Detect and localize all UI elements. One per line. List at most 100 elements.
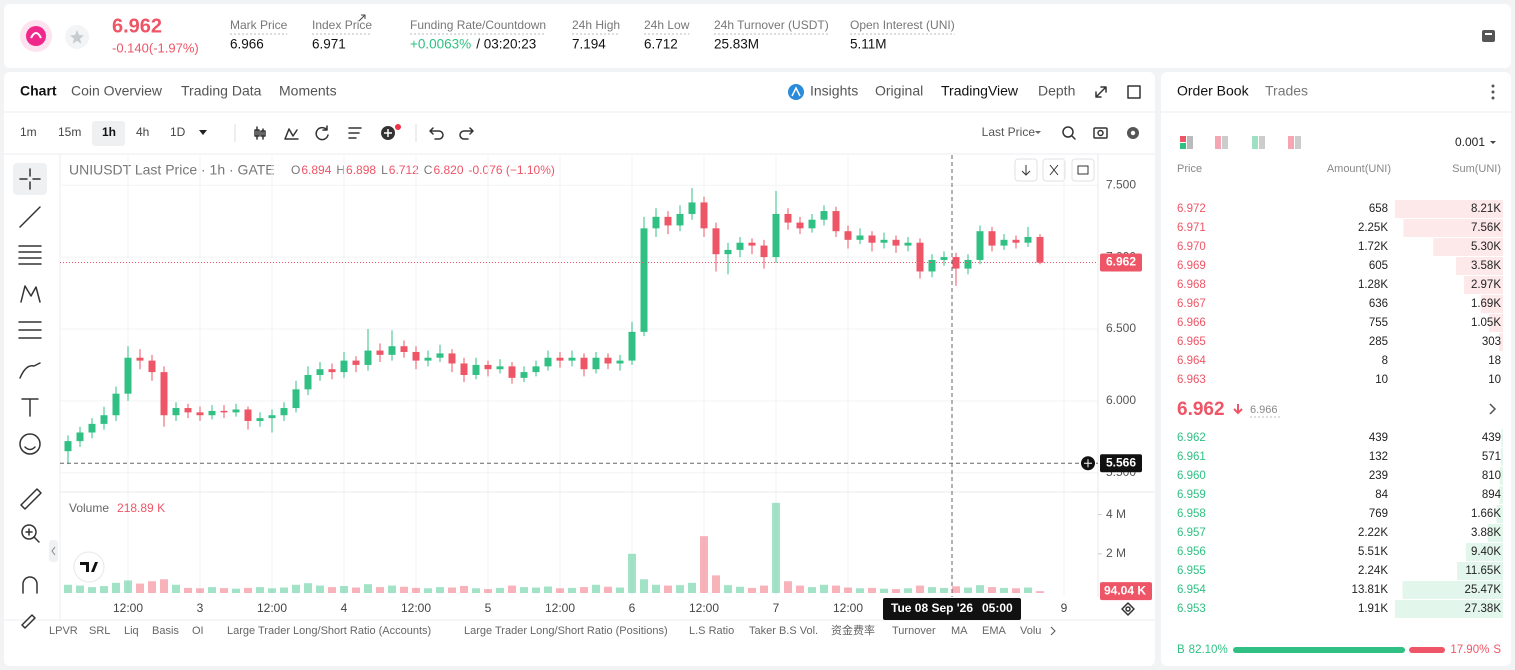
volume-bar xyxy=(904,588,912,593)
interval[interactable]: 4h xyxy=(136,125,149,139)
candle-body xyxy=(148,360,156,373)
coin-logo xyxy=(20,20,52,52)
add-indicator-button[interactable] xyxy=(381,124,401,140)
indicator[interactable]: SRL xyxy=(89,625,110,637)
notes-button[interactable] xyxy=(1482,30,1495,42)
collapse-toggle[interactable] xyxy=(49,540,58,562)
indicator[interactable]: L.S Ratio xyxy=(689,625,734,637)
reset-button[interactable] xyxy=(1121,602,1135,616)
price-source[interactable]: Last Price xyxy=(982,125,1036,139)
interval[interactable]: 1D xyxy=(170,125,186,139)
view-tab[interactable]: Depth xyxy=(1038,83,1075,99)
indicator-button[interactable] xyxy=(284,128,299,140)
view-tab[interactable]: Original xyxy=(875,83,923,99)
undo-button[interactable] xyxy=(429,127,444,140)
candle-type-button[interactable] xyxy=(254,126,266,140)
ob-layout-icons[interactable] xyxy=(1180,136,1301,149)
last-price-box xyxy=(1100,253,1142,272)
stat-label: 24h Turnover (USDT) xyxy=(714,18,829,32)
x-tick-label: 12:00 xyxy=(545,601,575,615)
volume-bar xyxy=(592,584,600,593)
ob-tab[interactable]: Order Book xyxy=(1177,83,1250,99)
indicator[interactable]: Large Trader Long/Short Ratio (Accounts) xyxy=(227,625,431,637)
pattern-tool[interactable] xyxy=(20,285,41,303)
indicator[interactable]: Turnover xyxy=(892,625,936,637)
trendline-tool[interactable] xyxy=(19,206,41,228)
crosshair-add-icon xyxy=(1084,459,1092,468)
ob-price: 6.961 xyxy=(1177,451,1206,463)
text-tool[interactable] xyxy=(21,398,39,417)
interval[interactable]: 15m xyxy=(58,125,81,139)
tab[interactable]: Moments xyxy=(279,83,337,99)
fib-tool[interactable] xyxy=(18,245,42,265)
volume-bar xyxy=(472,588,480,593)
template-button[interactable] xyxy=(348,127,362,139)
indicator[interactable]: 资金费率 xyxy=(831,623,875,637)
indicator[interactable]: Liq xyxy=(124,625,139,637)
stat-label: 24h High xyxy=(572,18,620,32)
indicator[interactable]: LPVR xyxy=(49,625,78,637)
interval[interactable]: 1m xyxy=(20,125,37,139)
volume-bar xyxy=(1012,588,1020,593)
tab[interactable]: Chart xyxy=(20,83,57,99)
volume-bar xyxy=(328,587,336,593)
view-tab[interactable]: Insights xyxy=(810,83,858,99)
stat-value: 25.83M xyxy=(714,37,759,52)
stat-value: / 03:20:23 xyxy=(476,37,536,52)
depth-bar xyxy=(1402,581,1503,599)
volume-bar xyxy=(892,589,900,593)
precision[interactable]: 0.001 xyxy=(1455,135,1485,149)
candle-body xyxy=(328,369,336,373)
candle-body xyxy=(880,239,888,243)
redo-button[interactable] xyxy=(459,127,474,140)
ohlc-value: 6.898 xyxy=(346,163,376,177)
indicator[interactable]: OI xyxy=(192,625,204,637)
window-button[interactable] xyxy=(1127,85,1141,99)
tab[interactable]: Trading Data xyxy=(181,83,262,99)
favorite-button[interactable] xyxy=(65,25,89,49)
ob-price: 6.971 xyxy=(1177,222,1206,234)
indicator[interactable]: Volu xyxy=(1020,625,1041,637)
candle-body xyxy=(364,350,372,365)
settings-button[interactable] xyxy=(1127,127,1139,139)
tab[interactable]: Coin Overview xyxy=(71,83,163,99)
volume-bar xyxy=(148,581,156,593)
sell-bar xyxy=(1409,647,1445,653)
scroll-right[interactable] xyxy=(1050,626,1056,636)
magnet-tool[interactable] xyxy=(22,576,38,594)
emoji-tool[interactable] xyxy=(19,433,41,455)
caret xyxy=(1490,141,1496,144)
indicator[interactable]: Basis xyxy=(152,625,179,637)
interval[interactable]: 1h xyxy=(102,125,116,139)
candle-body xyxy=(448,353,456,364)
replay-button[interactable] xyxy=(315,125,329,141)
indicator[interactable]: MA xyxy=(951,625,968,637)
snapshot-button[interactable] xyxy=(1093,127,1108,139)
projection-tool[interactable] xyxy=(18,321,42,339)
crosshair-date-box xyxy=(883,598,1021,620)
ruler-tool[interactable] xyxy=(20,488,42,510)
indicator[interactable]: Large Trader Long/Short Ratio (Positions… xyxy=(464,625,668,637)
zoom-tool[interactable] xyxy=(21,524,40,543)
candle-body xyxy=(436,353,444,358)
stat-value: +0.0063% xyxy=(410,37,471,52)
view-tab[interactable]: TradingView xyxy=(941,83,1019,99)
chart-button[interactable] xyxy=(1071,158,1095,182)
search-button[interactable] xyxy=(1062,126,1076,140)
volume-bar xyxy=(184,587,192,593)
crosshair-tool[interactable] xyxy=(19,168,41,190)
indicator[interactable]: EMA xyxy=(982,625,1007,637)
pen-tool[interactable] xyxy=(21,614,36,629)
candle-body xyxy=(256,418,264,421)
ob-tab[interactable]: Trades xyxy=(1265,83,1308,99)
ob-more[interactable] xyxy=(1489,403,1497,415)
ob-menu[interactable] xyxy=(1491,84,1495,100)
volume-bar xyxy=(736,586,744,593)
candle-body xyxy=(640,228,648,332)
indicator[interactable]: Taker B.S Vol. xyxy=(749,625,818,637)
chart-card xyxy=(4,72,1155,666)
brush-tool[interactable] xyxy=(19,362,41,379)
expand-button[interactable] xyxy=(1095,86,1107,98)
header-change: -0.140(-1.97%) xyxy=(112,40,199,55)
